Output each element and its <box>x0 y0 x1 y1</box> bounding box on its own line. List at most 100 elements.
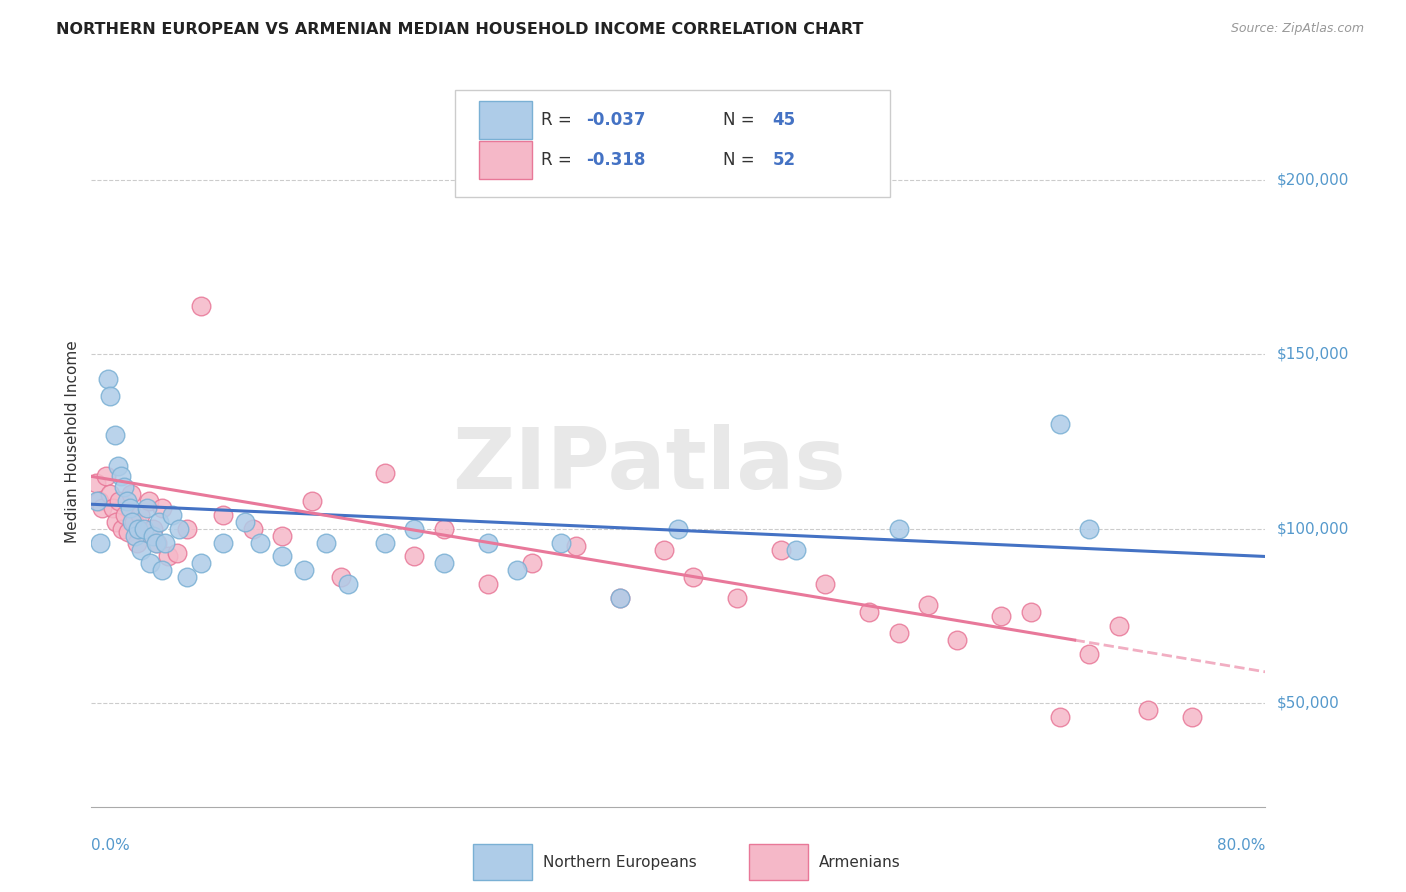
Point <box>111 522 134 536</box>
Point <box>134 525 156 540</box>
Point <box>329 570 352 584</box>
Point <box>477 577 499 591</box>
Point <box>1078 522 1101 536</box>
Point <box>169 522 191 536</box>
Point <box>104 427 127 442</box>
Point <box>858 605 880 619</box>
Text: 52: 52 <box>772 151 796 169</box>
Point <box>433 557 456 571</box>
Point <box>550 535 572 549</box>
Text: N =: N = <box>723 151 759 169</box>
Point <box>86 493 108 508</box>
FancyBboxPatch shape <box>479 141 531 179</box>
Point <box>212 508 235 522</box>
Point <box>110 469 132 483</box>
Point <box>1049 417 1071 431</box>
Point <box>990 608 1012 623</box>
Point <box>107 458 129 473</box>
Point <box>108 493 131 508</box>
Point <box>1108 619 1130 633</box>
Point <box>242 522 264 536</box>
Point <box>176 522 198 536</box>
Point <box>142 522 165 536</box>
Text: $150,000: $150,000 <box>1277 347 1348 362</box>
Point <box>100 487 122 501</box>
Point <box>124 528 146 542</box>
Point <box>1049 709 1071 723</box>
Point <box>1078 647 1101 661</box>
Point <box>520 557 543 571</box>
Point <box>127 522 149 536</box>
Point <box>682 570 704 584</box>
Point <box>190 557 212 571</box>
Point <box>477 535 499 549</box>
Point <box>666 522 689 536</box>
Point <box>114 508 136 522</box>
Text: Source: ZipAtlas.com: Source: ZipAtlas.com <box>1230 22 1364 36</box>
Point <box>301 493 323 508</box>
Point <box>156 549 179 564</box>
Text: N =: N = <box>723 111 759 128</box>
Point <box>814 577 837 591</box>
Point <box>271 528 294 542</box>
Text: 45: 45 <box>772 111 796 128</box>
Point <box>145 535 167 549</box>
Point <box>125 535 148 549</box>
Point <box>160 508 183 522</box>
FancyBboxPatch shape <box>456 90 890 196</box>
Point <box>153 535 176 549</box>
Point <box>315 535 337 549</box>
Point <box>146 535 169 549</box>
Point <box>917 599 939 613</box>
Text: NORTHERN EUROPEAN VS ARMENIAN MEDIAN HOUSEHOLD INCOME CORRELATION CHART: NORTHERN EUROPEAN VS ARMENIAN MEDIAN HOU… <box>56 22 863 37</box>
Point <box>404 549 426 564</box>
Text: $100,000: $100,000 <box>1277 521 1348 536</box>
Point <box>1136 703 1159 717</box>
Point <box>609 591 631 606</box>
Point <box>103 500 125 515</box>
Point <box>87 493 110 508</box>
Point <box>105 515 128 529</box>
Point <box>100 389 122 403</box>
Point <box>1019 605 1042 619</box>
Point <box>89 535 111 549</box>
Point <box>96 372 118 386</box>
Text: R =: R = <box>541 111 576 128</box>
Point <box>150 500 173 515</box>
Point <box>235 515 257 529</box>
Text: ZIPatlas: ZIPatlas <box>453 425 846 508</box>
Point <box>887 522 910 536</box>
Point <box>166 546 188 560</box>
Text: -0.037: -0.037 <box>586 111 645 128</box>
FancyBboxPatch shape <box>472 844 531 880</box>
Point <box>136 500 159 515</box>
Point <box>128 508 150 522</box>
Point <box>374 466 396 480</box>
Point <box>506 563 529 577</box>
Point <box>785 542 807 557</box>
Point <box>1181 709 1204 723</box>
Text: $200,000: $200,000 <box>1277 173 1348 188</box>
Point <box>249 535 271 549</box>
Point <box>725 591 748 606</box>
Point <box>150 563 173 577</box>
Point <box>139 557 162 571</box>
Point <box>90 500 112 515</box>
Point <box>271 549 294 564</box>
Point <box>770 542 793 557</box>
Point <box>609 591 631 606</box>
Point <box>117 525 139 540</box>
FancyBboxPatch shape <box>749 844 807 880</box>
Text: 80.0%: 80.0% <box>1218 838 1265 853</box>
Point <box>190 299 212 313</box>
Point <box>115 493 138 508</box>
Point <box>292 563 315 577</box>
Point <box>374 535 396 549</box>
Point <box>564 539 586 553</box>
Point <box>176 570 198 584</box>
Point <box>94 469 117 483</box>
Text: R =: R = <box>541 151 576 169</box>
Text: 0.0%: 0.0% <box>91 838 131 853</box>
Point <box>112 480 135 494</box>
Text: Northern Europeans: Northern Europeans <box>543 855 697 870</box>
